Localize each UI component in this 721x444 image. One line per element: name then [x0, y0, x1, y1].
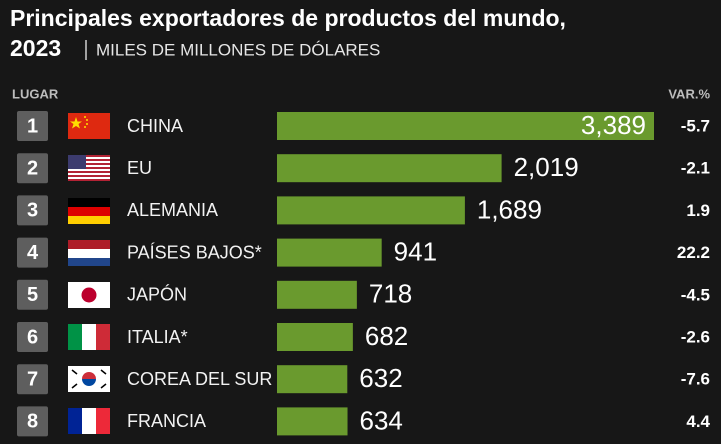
rank-box: [17, 111, 48, 141]
change: 4.4: [686, 412, 710, 431]
bar: [277, 238, 382, 267]
change: -2.6: [681, 327, 710, 346]
category-label: FRANCIA: [127, 411, 206, 431]
change-header: VAR.%: [668, 86, 710, 101]
bar: [277, 280, 357, 309]
category-label: JAPÓN: [127, 284, 187, 305]
change: -7.6: [681, 370, 710, 389]
change: -4.5: [681, 285, 710, 304]
category-label: ITALIA*: [127, 327, 188, 347]
rank-header: LUGAR: [12, 86, 59, 101]
rank-box: [17, 195, 48, 226]
value-label: 634: [360, 405, 403, 435]
flags: [68, 113, 110, 434]
change: -5.7: [681, 116, 710, 135]
value-label: 718: [369, 279, 412, 309]
chart-title: Principales exportadores de productos de…: [10, 5, 566, 31]
flag-germany: [68, 198, 110, 224]
flag-usa: [68, 155, 110, 181]
bar: [277, 154, 502, 183]
category-label: EU: [127, 158, 152, 178]
bar: [277, 323, 353, 351]
category-label: PAÍSES BAJOS*: [127, 242, 262, 262]
bar: [277, 407, 348, 436]
rank-box: [17, 279, 48, 310]
rank-box: [17, 406, 48, 437]
value-label: 3,389: [581, 110, 646, 140]
flag-france: [68, 408, 110, 434]
rank: 2: [27, 157, 38, 179]
bar: [277, 112, 654, 140]
value-label: 941: [394, 236, 437, 266]
category-label: ALEMANIA: [127, 200, 218, 220]
rank: 6: [27, 326, 38, 348]
rank-box: [17, 364, 48, 395]
flag-japan: [68, 282, 110, 308]
bar: [277, 196, 465, 225]
value-label: 1,689: [477, 194, 542, 224]
value-label: 2,019: [514, 152, 579, 182]
bar: [277, 365, 348, 394]
value-label: 682: [365, 321, 408, 351]
rank: 7: [27, 368, 38, 390]
rank: 4: [27, 242, 39, 264]
change: 22.2: [677, 243, 710, 262]
flag-netherlands: [68, 240, 110, 266]
chart-year: 2023: [10, 35, 61, 61]
rank-box: [17, 322, 48, 352]
rank-box: [17, 237, 48, 268]
flag-korea: [68, 366, 110, 392]
value-label: 632: [359, 363, 402, 393]
flag-china: [68, 113, 110, 139]
rank: 5: [27, 284, 38, 306]
change: -2.1: [681, 159, 710, 178]
rank: 1: [27, 115, 38, 137]
chart-subtitle: MILES DE MILLONES DE DÓLARES: [96, 40, 380, 59]
rank-box: [17, 153, 48, 184]
category-label: CHINA: [127, 116, 183, 136]
flag-italy: [68, 324, 110, 350]
rank: 3: [27, 200, 38, 222]
rank: 8: [27, 411, 38, 433]
category-label: COREA DEL SUR: [127, 369, 272, 389]
change: 1.9: [686, 201, 710, 220]
